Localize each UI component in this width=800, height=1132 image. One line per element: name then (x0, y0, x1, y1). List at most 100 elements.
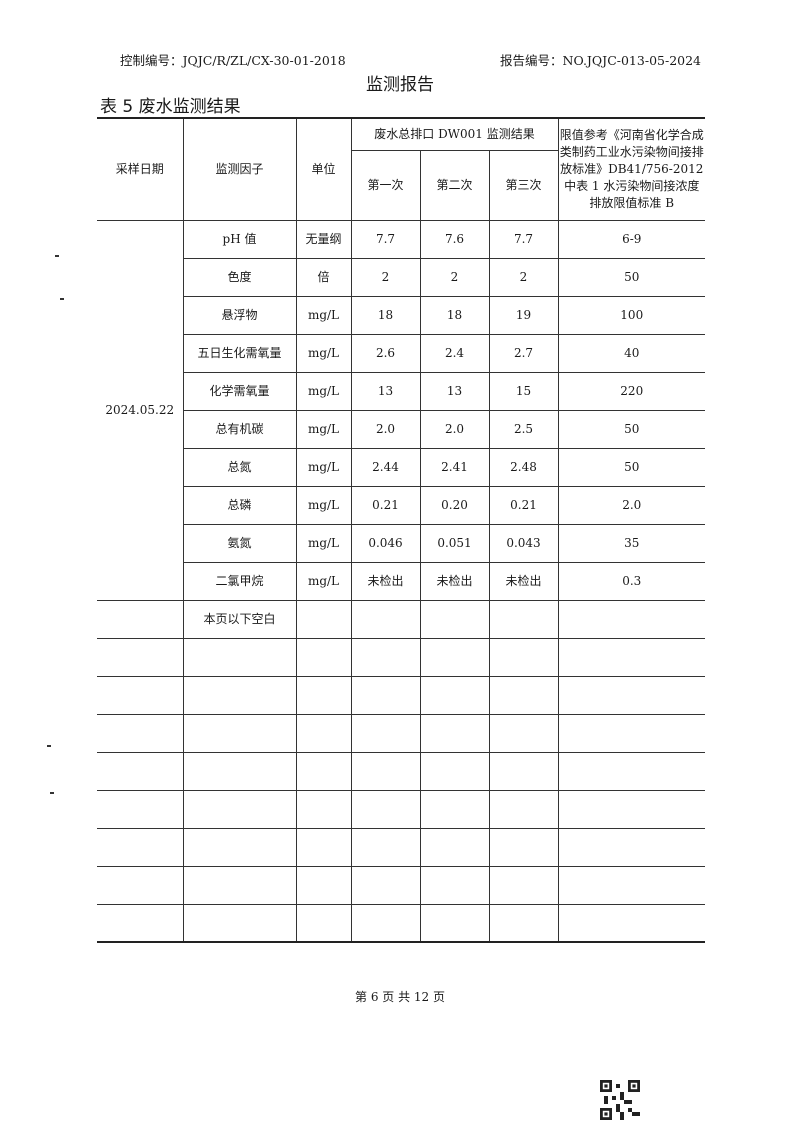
header-factor: 监测因子 (182, 117, 297, 221)
empty-cell (419, 751, 490, 791)
result-r1: 18 (350, 295, 421, 335)
result-r1: 2 (350, 257, 421, 297)
empty-cell (419, 865, 490, 905)
empty-cell (557, 903, 705, 943)
table-row: 化学需氧量 mg/L 13 13 15 220 (97, 371, 705, 411)
header-unit: 单位 (295, 117, 352, 221)
factor: 总磷 (183, 485, 297, 525)
header-run-2: 第二次 (419, 149, 490, 221)
page-title: 监测报告 (366, 75, 434, 95)
scan-mark (47, 745, 51, 747)
empty-cell (488, 675, 559, 715)
empty-cell (350, 637, 421, 677)
empty-cell (182, 713, 297, 753)
empty-cell (295, 637, 352, 677)
result-r3: 15 (488, 371, 559, 411)
result-r1: 13 (350, 371, 421, 411)
empty-cell (295, 599, 352, 639)
empty-cell (97, 865, 184, 905)
factor: 总有机碳 (183, 409, 297, 449)
scan-mark (55, 255, 59, 257)
table-row: 总有机碳 mg/L 2.0 2.0 2.5 50 (97, 409, 705, 449)
limit-value: 2.0 (557, 485, 705, 525)
result-r1: 未检出 (350, 561, 421, 601)
result-r3: 19 (488, 295, 559, 335)
result-r2: 13 (419, 371, 490, 411)
empty-cell (182, 865, 297, 905)
empty-cell (97, 637, 184, 677)
empty-cell (488, 789, 559, 829)
result-r2: 2.4 (419, 333, 490, 373)
limit-value: 40 (557, 333, 705, 373)
empty-cell (350, 675, 421, 715)
result-r3: 未检出 (488, 561, 559, 601)
empty-cell (295, 865, 352, 905)
empty-cell (350, 599, 421, 639)
result-r2: 18 (419, 295, 490, 335)
empty-cell (295, 713, 352, 753)
result-r3: 7.7 (488, 219, 559, 259)
empty-cell (419, 789, 490, 829)
empty-cell (488, 751, 559, 791)
sample-date: 2024.05.22 (97, 219, 184, 601)
limit-value: 35 (557, 523, 705, 563)
factor: 氨氮 (183, 523, 297, 563)
scan-mark (50, 792, 54, 794)
table-row: 色度倍 2 2 2 50 (97, 257, 705, 297)
control-number: 控制编号：JQJC/R/ZL/CX-30-01-2018 (120, 53, 346, 68)
factor: 色度 (183, 257, 297, 297)
table-row: 五日生化需氧量 mg/L 2.6 2.4 2.7 40 (97, 333, 705, 373)
limit-value: 220 (557, 371, 705, 411)
blank-row (97, 865, 705, 905)
table-row: 2024.05.22 pH 值无量纲 7.7 7.6 7.7 6-9 (97, 219, 705, 601)
blank-row (97, 675, 705, 715)
empty-cell (488, 827, 559, 867)
empty-cell (419, 637, 490, 677)
empty-cell (419, 675, 490, 715)
result-r3: 2.48 (488, 447, 559, 487)
empty-cell (182, 789, 297, 829)
blank-row: 本页以下空白 (97, 599, 705, 639)
empty-cell (182, 903, 297, 943)
table-title: 表 5 废水监测结果 (100, 97, 241, 117)
qr-code (600, 1080, 640, 1120)
empty-cell (488, 637, 559, 677)
result-r2: 未检出 (419, 561, 490, 601)
empty-cell (182, 675, 297, 715)
empty-cell (419, 827, 490, 867)
blank-row (97, 827, 705, 867)
unit: mg/L (295, 447, 352, 487)
empty-cell (557, 637, 705, 677)
limit-value: 50 (557, 409, 705, 449)
empty-cell (557, 675, 705, 715)
empty-cell (295, 675, 352, 715)
empty-cell (350, 751, 421, 791)
header-run-3: 第三次 (488, 149, 558, 221)
empty-cell (97, 675, 184, 715)
empty-cell (488, 903, 559, 943)
empty-cell (97, 751, 184, 791)
result-r1: 0.21 (350, 485, 421, 525)
unit: mg/L (295, 371, 352, 411)
empty-cell (557, 827, 705, 867)
table-row: 二氯甲烷 mg/L 未检出 未检出 未检出 0.3 (97, 561, 705, 601)
result-r1: 7.7 (350, 219, 421, 259)
report-number: 报告编号：NO.JQJC-013-05-2024 (500, 53, 702, 68)
results-table: 采样日期 监测因子 单位 废水总排口 DW001 监测结果 限值参考《河南省化学… (97, 117, 705, 943)
empty-cell (557, 865, 705, 905)
blank-row (97, 751, 705, 791)
empty-cell (557, 713, 705, 753)
empty-cell (295, 827, 352, 867)
empty-cell (182, 827, 297, 867)
result-r2: 0.051 (419, 523, 490, 563)
blank-note: 本页以下空白 (182, 599, 297, 639)
blank-row (97, 637, 705, 677)
empty-cell (97, 789, 184, 829)
empty-cell (350, 789, 421, 829)
unit: mg/L (295, 561, 352, 601)
result-r3: 0.043 (488, 523, 559, 563)
scan-mark (60, 298, 64, 300)
limit-value: 0.3 (557, 561, 705, 601)
blank-row (97, 903, 705, 943)
result-r1: 0.046 (350, 523, 421, 563)
